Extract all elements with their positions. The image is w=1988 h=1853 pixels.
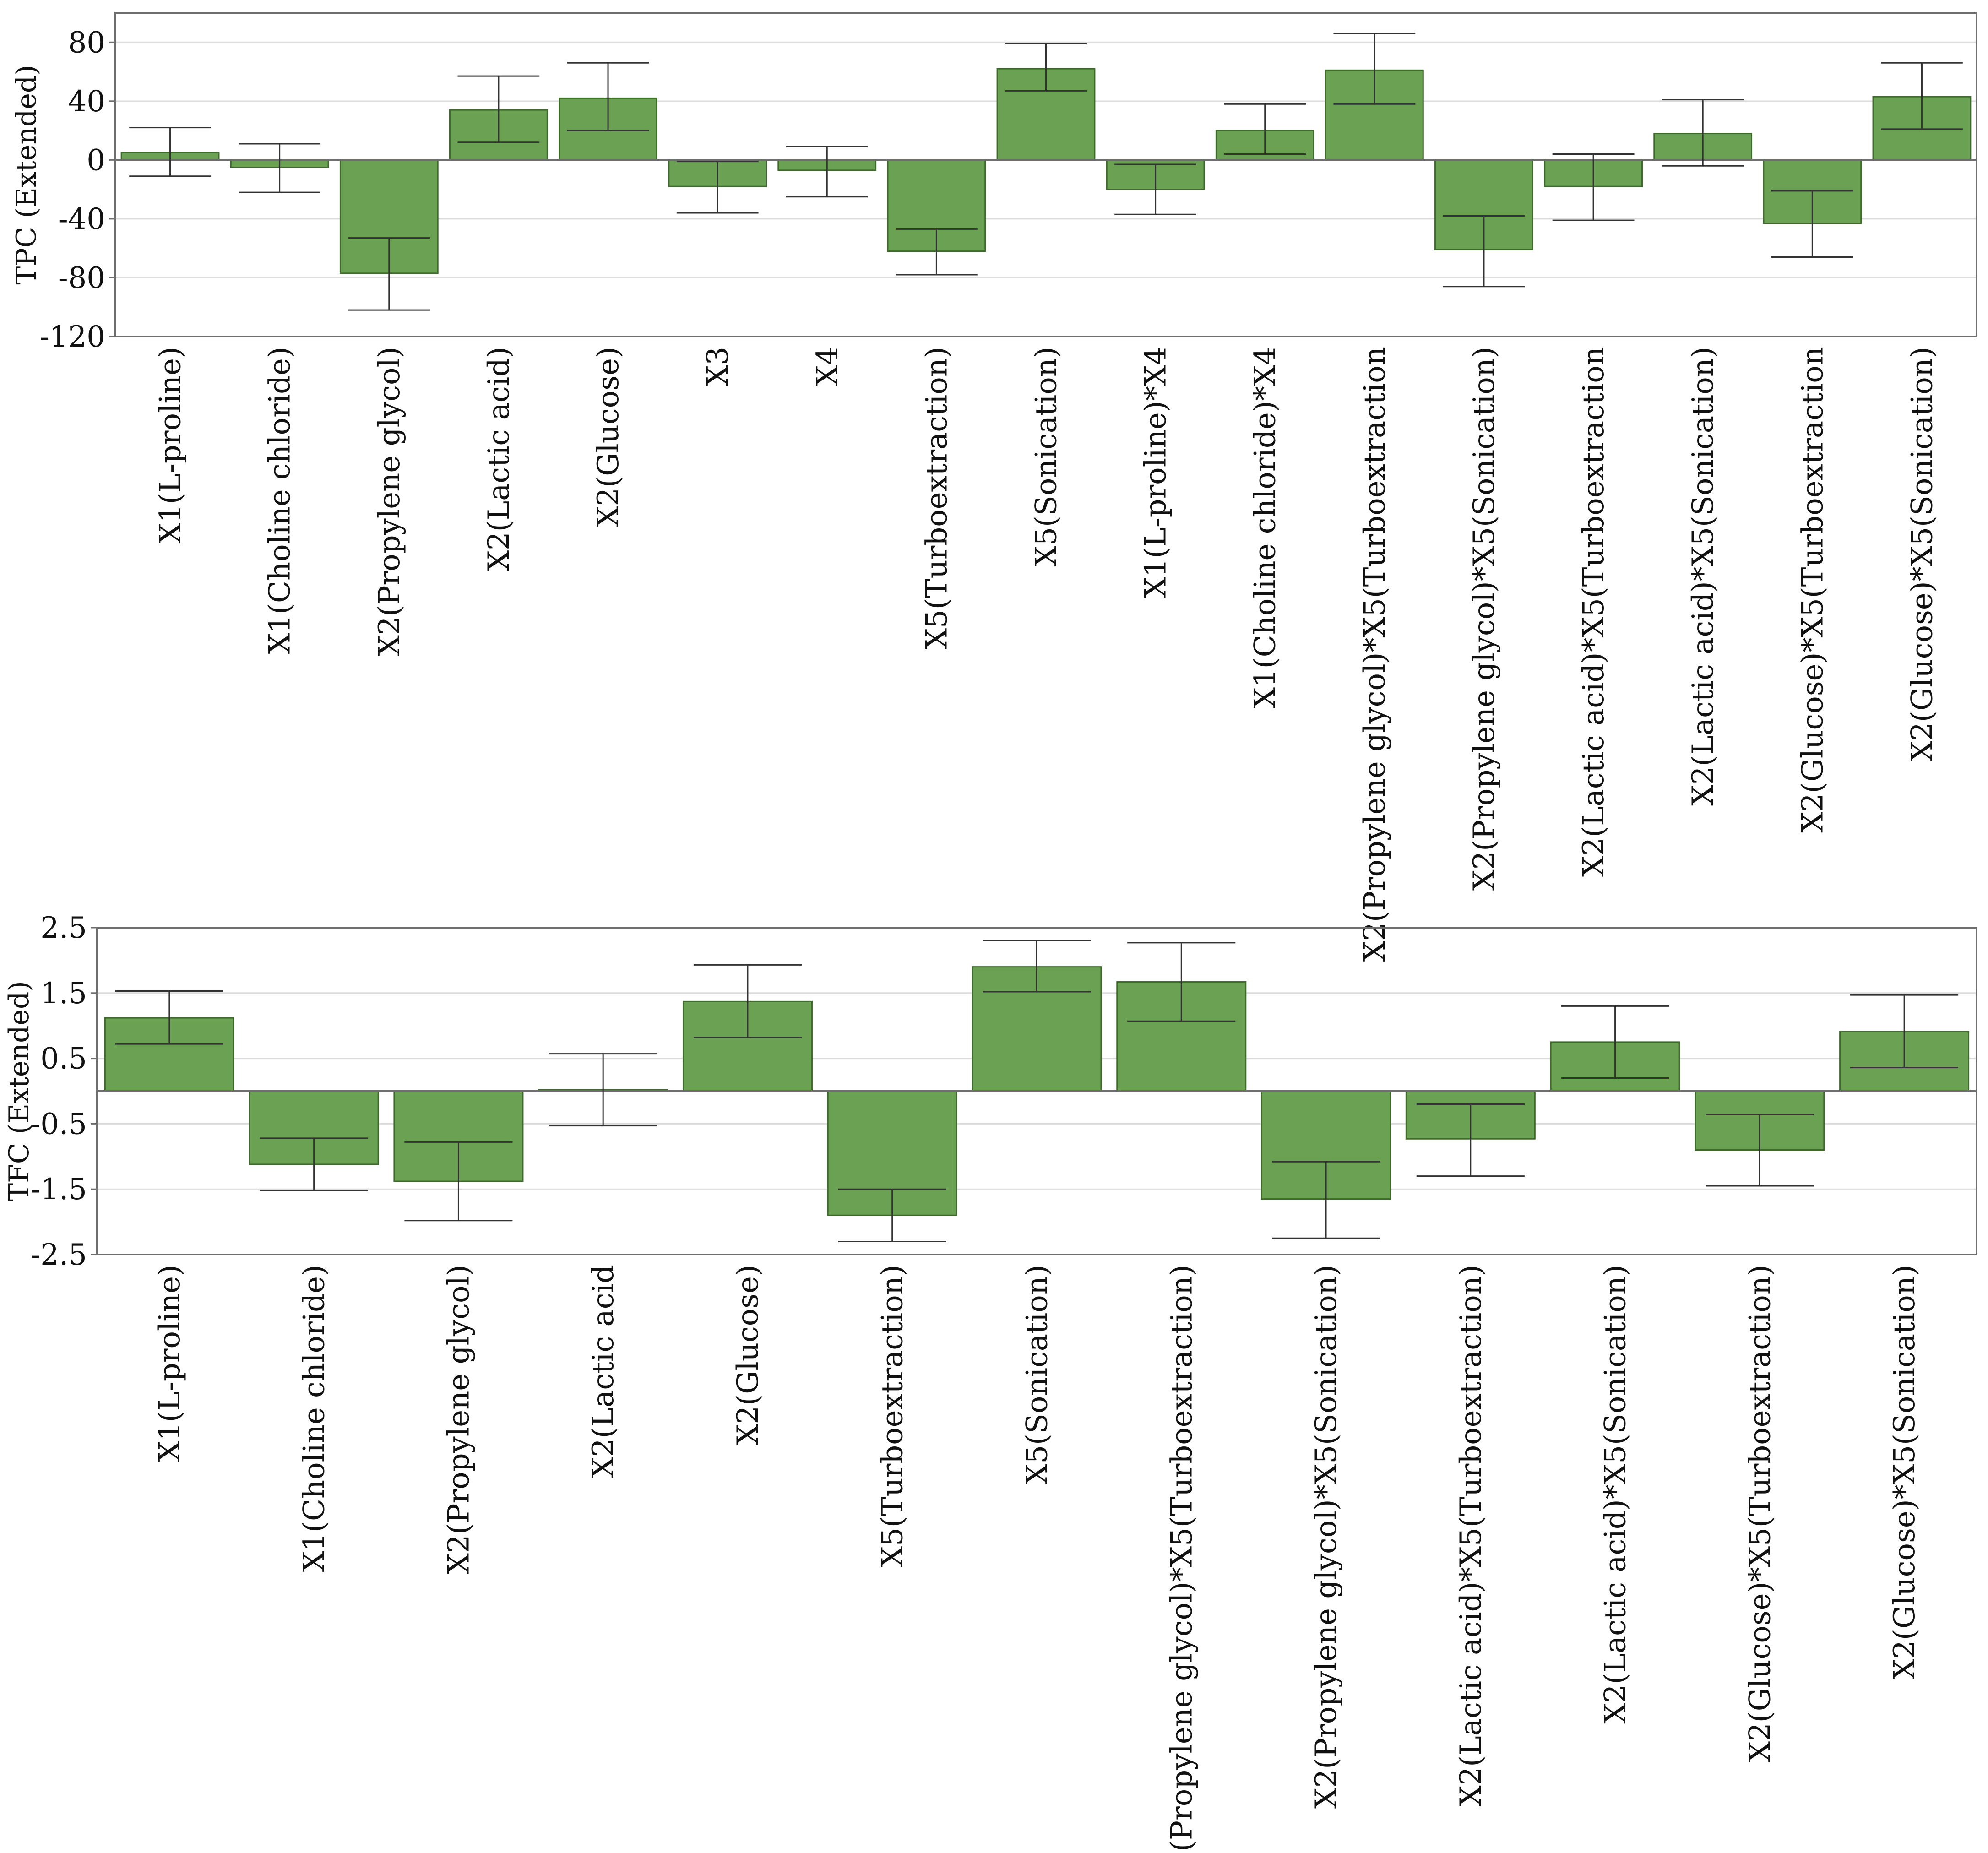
x-tick-label: X1(Choline chloride) [298,1265,331,1572]
x-tick-label: X5(Sonication) [1030,347,1064,566]
x-tick-label: X3 [701,347,735,386]
x-tick-label: X1(Choline chloride) [263,347,297,654]
x-tick-label: X1(L-proline)*X4 [1139,347,1173,598]
x-tick-label: X2(Glucose)*X5(Turboextraction [1796,347,1830,833]
x-tick-label: X2(Propylene glycol)*X5(Sonication) [1467,347,1501,891]
x-tick-label: X2(Propylene glycol) [442,1265,476,1574]
x-tick-label: X5(Sonication) [1021,1265,1054,1484]
x-tick-label: X2(Lactic acid)*X5(Sonication) [1599,1265,1633,1724]
y-axis-title: TPC (Extended) [11,65,43,284]
tpc-chart: 80 40 0 -40 -80 -120 X1(L-proline) X1(Choline c… [11,12,1977,962]
x-tick-label: X2(Glucose)*X5(Sonication) [1888,1265,1922,1679]
x-tick-label: X5(Turboextraction) [876,1265,910,1567]
x-tick-label: X2(Lactic acid)*X5(Sonication) [1686,347,1720,806]
y-tick-label: 40 [68,85,105,119]
y-tick-label: -2.5 [31,1238,87,1272]
tfc-chart: 2.5 1.5 0.5 -0.5 -1.5 -2.5 X1(L-proline) X1(Cho… [3,911,1977,1853]
y-tick-label: -80 [58,261,105,295]
x-tick-label: X1(L-proline) [154,347,188,543]
x-tick-label: X5(Turboextraction) [920,347,954,649]
plot-frame [114,12,1977,337]
plot-frame [96,927,1977,1255]
y-tick-label: 2.5 [40,911,87,945]
x-tick-label: X1(L-proline) [153,1265,187,1462]
x-tick-label: X2(Glucose)*X5(Turboextraction) [1743,1265,1777,1762]
x-tick-label: X2(Lactic acid)*X5(Turboextraction [1577,347,1611,877]
y-tick-label: -0.5 [31,1107,87,1141]
y-tick-label: 1.5 [40,977,87,1011]
y-axis-title: TFC (Extended) [3,981,35,1201]
x-tick-label: X2(Propylene glycol)*X5(Turboextraction) [1165,1265,1199,1853]
x-tick-label: X1(Choline chloride)*X4 [1249,347,1282,708]
x-tick-label: X2(Lactic acid)*X5(Turboextraction) [1454,1265,1488,1806]
x-tick-label: X2(Glucose) [592,347,625,527]
y-tick-label: 80 [68,26,105,60]
y-tick-label: 0 [87,143,105,177]
x-tick-label: X4 [810,347,844,386]
y-tick-label: 0.5 [40,1042,87,1076]
x-tick-label: X2(Propylene glycol)*X5(Turboextraction [1358,347,1392,962]
x-tick-label: X2(Lactic acid [587,1265,620,1478]
y-tick-label: -40 [58,202,105,236]
y-tick-label: -1.5 [31,1173,87,1206]
x-tick-label: X2(Glucose)*X5(Sonication) [1905,347,1939,761]
x-tick-label: X2(Lactic acid) [482,347,516,571]
x-tick-label: X2(Propylene glycol)*X5(Sonication) [1309,1265,1343,1809]
y-tick-label: -120 [39,320,105,354]
x-tick-label: X2(Glucose) [731,1265,765,1445]
x-tick-label: X2(Propylene glycol) [373,347,407,656]
